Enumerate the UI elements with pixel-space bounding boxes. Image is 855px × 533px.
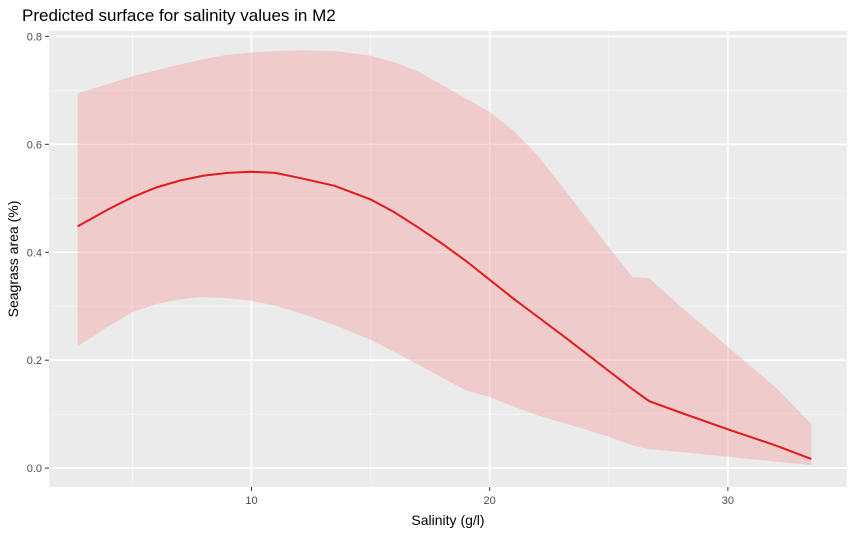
y-axis-title: Seagrass area (%)	[5, 201, 21, 318]
x-tick-label: 10	[245, 495, 257, 507]
minor-gridlines	[49, 31, 847, 487]
y-tick-label: 0.4	[27, 247, 42, 259]
plot-panel	[49, 31, 847, 487]
confidence-ribbon	[77, 50, 812, 465]
y-tick-label: 0.8	[27, 31, 42, 43]
y-tick-label: 0.0	[27, 463, 42, 475]
prediction-line	[77, 170, 812, 460]
x-tick-label: 20	[484, 495, 496, 507]
y-tick-label: 0.6	[27, 139, 42, 151]
chart-title: Predicted surface for salinity values in…	[22, 6, 336, 25]
x-tick-label: 30	[722, 495, 734, 507]
major-gridlines	[49, 31, 847, 487]
x-axis-title: Salinity (g/l)	[411, 512, 484, 528]
x-axis-ticks: 10 20 30	[245, 487, 734, 507]
y-axis-ticks: 0.0 0.2 0.4 0.6 0.8	[27, 31, 49, 475]
y-tick-label: 0.2	[27, 355, 42, 367]
